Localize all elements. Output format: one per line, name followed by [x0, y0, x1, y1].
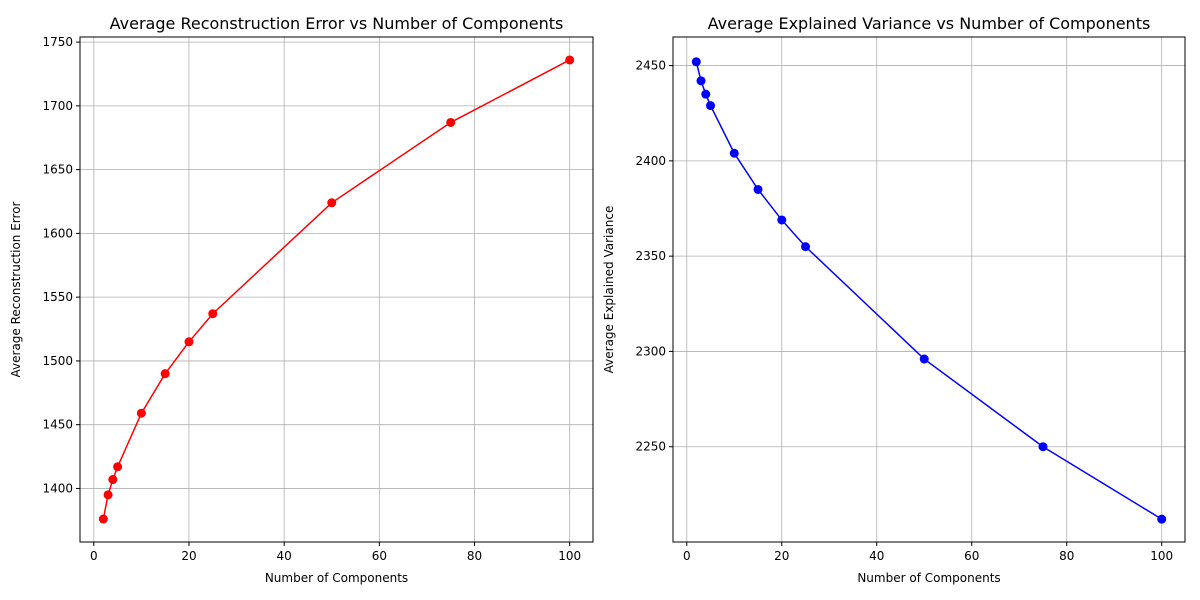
series-line [695, 61, 1163, 520]
y-tick-label: 1750 [42, 35, 73, 49]
y-tick-label: 1600 [42, 226, 73, 240]
x-tick-label: 20 [181, 549, 196, 563]
x-axis-label: Number of Components [265, 571, 408, 585]
x-tick-label: 40 [869, 549, 884, 563]
data-point [706, 101, 716, 111]
data-point [184, 337, 194, 347]
x-tick-label: 40 [277, 549, 292, 563]
x-tick-label: 20 [774, 549, 789, 563]
x-tick-label: 60 [964, 549, 979, 563]
x-tick-label: 0 [683, 549, 691, 563]
y-tick-label: 2400 [635, 154, 666, 168]
y-axis-label: Average Explained Variance [602, 206, 616, 374]
data-point [113, 462, 123, 472]
data-point [701, 89, 711, 99]
data-point [1157, 514, 1167, 524]
y-tick-label: 2250 [635, 440, 666, 454]
data-point [98, 514, 108, 524]
data-point [801, 242, 811, 252]
data-point [136, 408, 146, 418]
y-tick-label: 1500 [42, 354, 73, 368]
y-tick-label: 1450 [42, 418, 73, 432]
data-point [696, 76, 706, 86]
data-point [208, 309, 218, 319]
data-point [103, 490, 113, 500]
data-point [753, 184, 763, 194]
data-point [691, 57, 701, 67]
x-tick-label: 100 [558, 549, 581, 563]
plot-frame [672, 36, 1186, 543]
chart-title: Average Reconstruction Error vs Number o… [110, 14, 564, 33]
y-axis-label: Average Reconstruction Error [9, 201, 23, 377]
data-point [919, 354, 929, 364]
x-tick-label: 100 [1150, 549, 1173, 563]
data-point [1038, 442, 1048, 452]
chart-title: Average Explained Variance vs Number of … [708, 14, 1151, 33]
y-tick-label: 2450 [635, 59, 666, 73]
y-tick-label: 1550 [42, 290, 73, 304]
data-point [160, 369, 170, 379]
data-point [565, 55, 575, 65]
x-tick-label: 0 [90, 549, 98, 563]
y-tick-label: 2350 [635, 249, 666, 263]
data-point [327, 198, 337, 208]
series-line [102, 59, 571, 520]
data-point [108, 475, 118, 485]
x-tick-label: 80 [1059, 549, 1074, 563]
data-point [777, 215, 787, 225]
y-tick-label: 2300 [635, 344, 666, 358]
data-point [446, 117, 456, 127]
plot-frame [79, 36, 594, 543]
x-axis-label: Number of Components [857, 571, 1000, 585]
explained-variance-chart: 0 20 40 60 80 100 2250 2300 2350 2400 2450 Average … [602, 14, 1186, 585]
data-point [729, 148, 739, 158]
y-tick-label: 1700 [42, 99, 73, 113]
y-tick-label: 1650 [42, 163, 73, 177]
x-tick-label: 80 [467, 549, 482, 563]
y-tick-label: 1400 [42, 481, 73, 495]
reconstruction-error-chart: 0 20 40 60 80 100 1400 1450 1500 1550 1600 1650 1700… [9, 14, 594, 585]
x-tick-label: 60 [372, 549, 387, 563]
